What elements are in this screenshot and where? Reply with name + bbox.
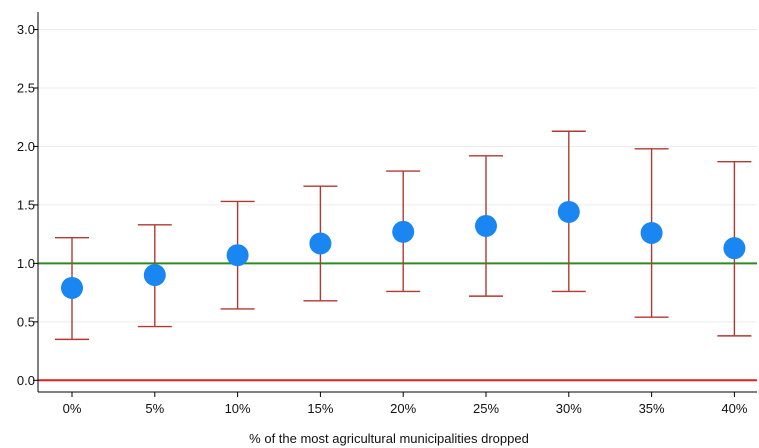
x-tick-label: 0% — [63, 401, 82, 416]
x-tick-label: 15% — [307, 401, 333, 416]
y-tick-label: 0.0 — [17, 373, 35, 388]
x-tick-label: 30% — [556, 401, 582, 416]
data-point — [640, 221, 663, 244]
x-tick-label: 20% — [390, 401, 416, 416]
y-tick-label: 0.5 — [17, 314, 35, 329]
y-tick-label: 2.5 — [17, 81, 35, 96]
x-tick-label: 10% — [225, 401, 251, 416]
x-axis-title: % of the most agricultural municipalitie… — [249, 431, 529, 446]
y-tick-label: 2.0 — [17, 139, 35, 154]
reference-lines — [38, 262, 757, 382]
axes: 0.0 0.5 1.0 1.5 2.0 2.5 3.0 0% 5% 10% 15% 20% 25% 30%… — [17, 12, 757, 416]
data-point — [723, 237, 746, 260]
x-tick-label: 40% — [721, 401, 747, 416]
data-point — [226, 244, 249, 267]
data-point — [309, 232, 332, 255]
x-tick-label: 35% — [639, 401, 665, 416]
x-tick-label: 25% — [473, 401, 499, 416]
y-tick-label: 1.5 — [17, 197, 35, 212]
grid-lines — [38, 29, 757, 381]
data-point — [143, 264, 166, 287]
data-point — [557, 200, 580, 223]
data-point — [392, 220, 415, 243]
y-tick-label: 3.0 — [17, 22, 35, 37]
data-points — [61, 200, 746, 299]
y-tick-label: 1.0 — [17, 256, 35, 271]
data-point — [61, 276, 83, 299]
x-tick-label: 5% — [145, 401, 164, 416]
data-point — [475, 214, 497, 237]
